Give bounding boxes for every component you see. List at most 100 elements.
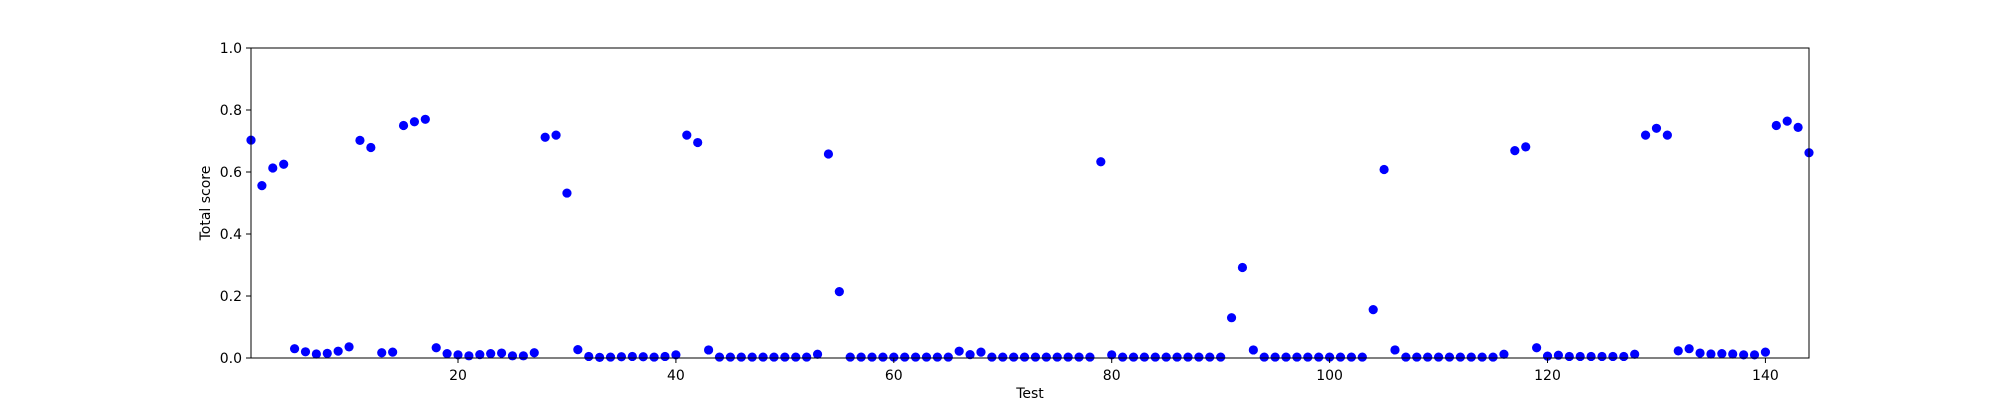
data-point: [1423, 352, 1433, 362]
data-point: [780, 352, 790, 362]
data-point: [1706, 349, 1716, 359]
data-point: [1444, 352, 1455, 362]
data-point: [1172, 352, 1182, 362]
y-tick-label: 0.6: [220, 165, 242, 181]
data-point: [1085, 352, 1095, 362]
data-point: [823, 149, 834, 159]
data-point: [257, 181, 267, 191]
data-point: [1237, 262, 1248, 273]
data-point: [1183, 352, 1193, 362]
data-point: [268, 163, 278, 173]
data-point: [812, 349, 823, 359]
data-point: [1009, 352, 1019, 362]
x-axis-label: Test: [1015, 386, 1044, 400]
data-point: [529, 348, 539, 358]
data-point: [1357, 352, 1367, 362]
data-point: [1226, 313, 1237, 323]
data-point: [747, 352, 757, 362]
data-point: [791, 352, 801, 362]
data-point: [878, 352, 888, 362]
data-point: [627, 351, 637, 362]
data-point: [431, 343, 441, 353]
data-point: [1695, 348, 1705, 358]
data-point: [1564, 351, 1574, 362]
data-point: [595, 352, 605, 362]
data-point: [758, 352, 768, 362]
data-point: [605, 352, 616, 362]
data-point: [1368, 305, 1378, 315]
data-point: [311, 349, 321, 359]
data-point: [1651, 123, 1662, 133]
data-point: [845, 352, 855, 362]
data-point: [366, 142, 376, 153]
data-point: [1619, 351, 1629, 362]
data-point: [1063, 352, 1073, 362]
data-point: [1019, 352, 1030, 362]
data-point: [551, 130, 561, 140]
data-point: [1499, 349, 1509, 359]
data-point: [1521, 142, 1531, 152]
y-tick-label: 0.8: [220, 103, 242, 119]
data-point: [442, 349, 452, 359]
y-tick-label: 0.2: [220, 289, 242, 305]
data-point: [398, 120, 409, 131]
data-point: [856, 352, 866, 362]
x-tick-label: 120: [1534, 368, 1561, 384]
data-point: [388, 347, 398, 357]
data-point: [1041, 352, 1051, 362]
data-point: [475, 349, 485, 360]
data-point: [682, 130, 692, 140]
data-point: [1314, 352, 1324, 362]
data-point: [1455, 352, 1465, 362]
data-point: [1161, 352, 1171, 362]
data-point: [725, 352, 735, 362]
data-point: [289, 344, 300, 354]
data-point: [1739, 350, 1749, 360]
data-point: [1205, 352, 1215, 362]
data-point: [496, 348, 507, 358]
data-point: [1401, 352, 1411, 362]
data-point: [1728, 349, 1738, 359]
data-point: [1216, 352, 1226, 362]
data-point: [1793, 122, 1803, 132]
y-axis: 0.0 0.2 0.4 0.6 0.8 1.0: [220, 41, 251, 367]
data-point: [714, 352, 725, 362]
data-point: [932, 352, 942, 362]
data-point: [1303, 352, 1313, 362]
data-point: [1128, 352, 1139, 362]
x-tick-label: 20: [449, 368, 467, 384]
data-point: [1717, 349, 1727, 359]
x-tick-label: 40: [667, 368, 685, 384]
data-point: [1412, 352, 1422, 362]
data-point: [1782, 116, 1792, 126]
x-tick-label: 80: [1103, 368, 1121, 384]
data-point: [420, 114, 430, 124]
data-point: [1684, 344, 1694, 354]
data-point: [540, 132, 550, 142]
data-point: [671, 350, 681, 360]
data-point: [1346, 352, 1357, 362]
data-point: [703, 345, 714, 355]
data-point: [300, 347, 311, 357]
data-point: [1662, 130, 1672, 140]
data-point: [377, 348, 387, 358]
data-point: [769, 352, 779, 362]
data-point: [1586, 351, 1596, 362]
data-point: [660, 351, 670, 362]
data-point: [1281, 352, 1291, 362]
data-point: [1466, 352, 1476, 362]
data-point: [987, 352, 997, 362]
data-point: [638, 352, 648, 362]
plot-area-frame: [250, 47, 1810, 359]
data-point: [1096, 157, 1106, 167]
data-point: [453, 350, 463, 360]
y-axis-label: Total score: [198, 166, 214, 242]
data-point: [834, 287, 844, 297]
data-point: [1074, 352, 1084, 362]
data-point: [464, 351, 474, 361]
y-tick-label: 0.4: [220, 227, 242, 243]
data-point: [562, 188, 572, 198]
data-point: [1052, 352, 1062, 362]
y-tick-label: 1.0: [220, 41, 242, 57]
